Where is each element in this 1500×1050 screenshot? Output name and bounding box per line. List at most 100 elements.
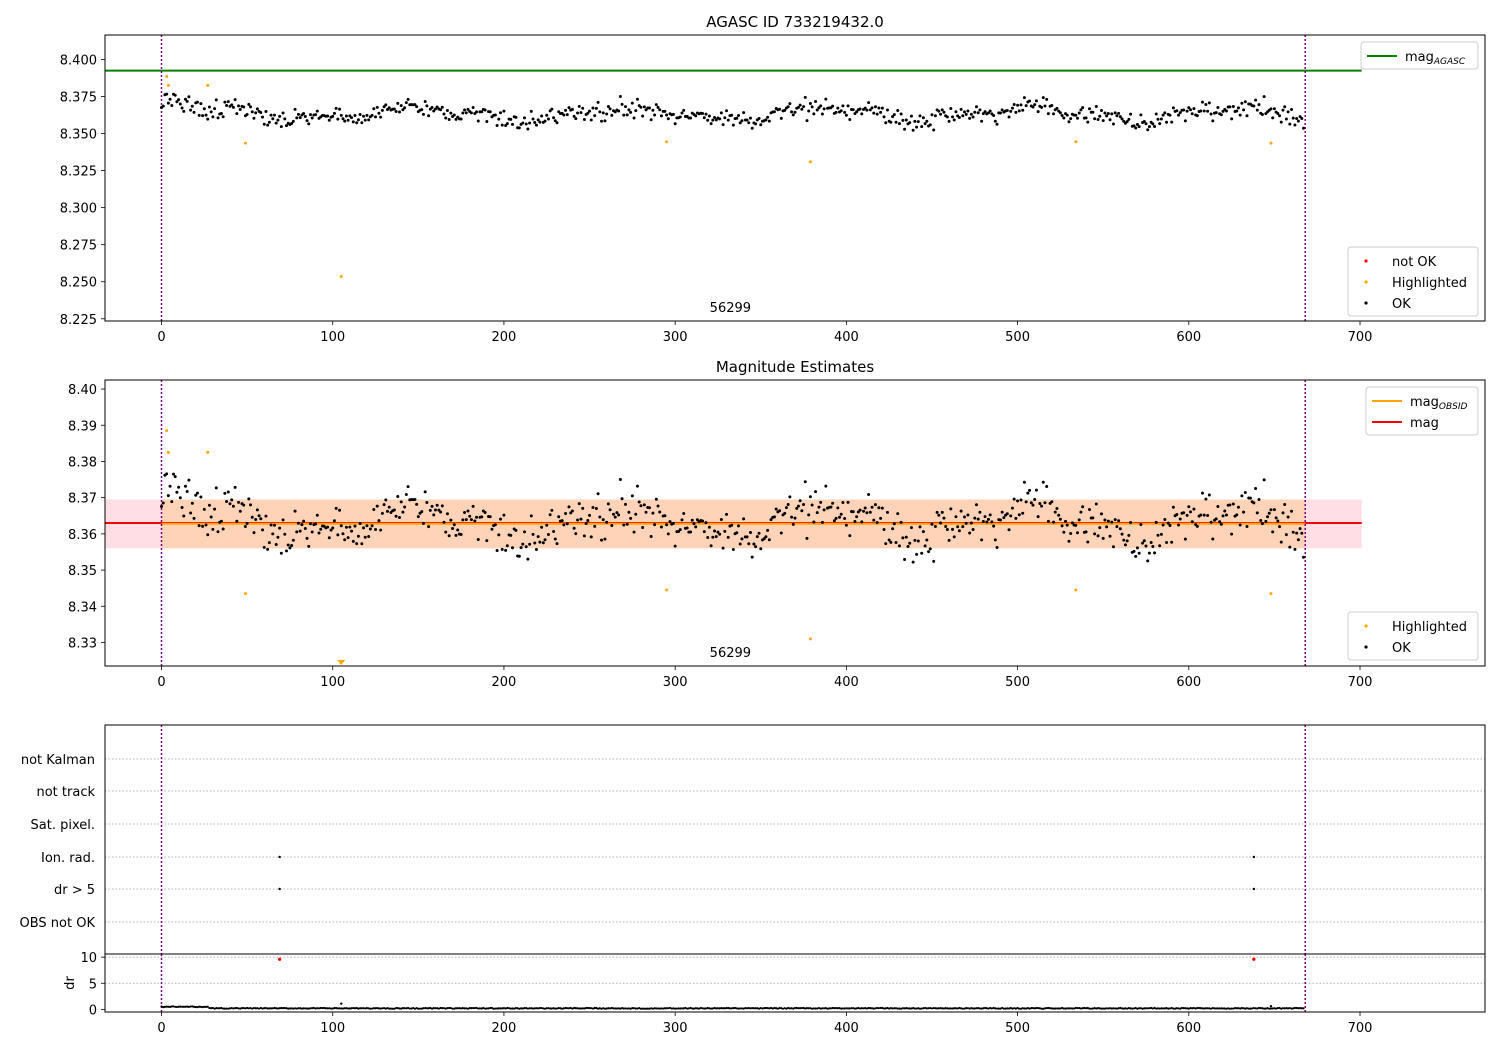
- dr-point: [1155, 1007, 1158, 1010]
- dr-point: [271, 1007, 274, 1010]
- dr-point: [1163, 1007, 1166, 1010]
- top-ok-point: [261, 115, 265, 119]
- top-ok-point: [853, 112, 857, 116]
- top-agasc-legend-subscript: AGASC: [1433, 57, 1466, 67]
- top-ok-point: [1077, 111, 1081, 115]
- middle-ok-point: [271, 532, 275, 536]
- dr-point: [252, 1006, 256, 1010]
- dr-point: [246, 1006, 249, 1010]
- middle-ok-point: [356, 534, 360, 538]
- dr-point: [1009, 1006, 1012, 1010]
- top-ytick-label: 8.350: [60, 128, 97, 143]
- top-ok-point: [916, 120, 920, 124]
- middle-ytick-label: 8.38: [68, 455, 97, 470]
- dr-point: [1269, 1007, 1273, 1010]
- top-ok-point: [920, 125, 924, 129]
- middle-ok-point: [798, 499, 802, 503]
- top-ok-point: [170, 104, 174, 108]
- dr-point: [523, 1007, 526, 1010]
- top-ok-point: [264, 109, 268, 113]
- middle-ok-point: [194, 493, 198, 497]
- middle-ok-point: [235, 519, 239, 523]
- top-ok-point: [868, 108, 872, 112]
- top-ok-point: [591, 106, 595, 110]
- middle-ok-point: [1195, 524, 1199, 528]
- middle-ok-point: [529, 514, 533, 518]
- dr-point: [359, 1007, 362, 1010]
- dr-point: [682, 1007, 685, 1010]
- middle-ok-point: [362, 526, 366, 530]
- top-ok-point: [358, 112, 362, 116]
- dr-point: [641, 1007, 644, 1010]
- dr-point: [959, 1007, 963, 1010]
- dr-point: [816, 1007, 819, 1010]
- middle-ok-point: [310, 530, 314, 534]
- top-ok-point: [546, 117, 550, 121]
- middle-ok-point: [540, 525, 544, 529]
- top-ok-point: [841, 104, 845, 108]
- dr-point: [571, 1007, 574, 1010]
- middle-ok-point: [442, 520, 446, 524]
- middle-ok-point: [731, 547, 735, 551]
- top-ok-point: [600, 119, 604, 123]
- top-ok-point: [187, 95, 191, 99]
- middle-ok-point: [505, 544, 509, 548]
- dr-point: [559, 1007, 562, 1010]
- dr-point: [1021, 1007, 1024, 1010]
- middle-ok-point: [1207, 493, 1211, 497]
- middle-ok-point: [396, 495, 400, 499]
- dr-point: [1249, 1007, 1252, 1010]
- top-ok-point: [603, 119, 607, 123]
- dr-point: [867, 1006, 870, 1010]
- middle-ok-point: [730, 523, 734, 527]
- dr-xtick-label: 300: [663, 1021, 688, 1036]
- dr-xtick-label: 100: [320, 1021, 345, 1036]
- dr-point: [234, 1007, 237, 1010]
- dr-point: [483, 1007, 487, 1010]
- dr-point: [514, 1007, 518, 1010]
- dr-point: [865, 1007, 869, 1010]
- middle-ok-point: [774, 507, 778, 511]
- middle-ok-point: [567, 505, 571, 509]
- dr-point: [324, 1007, 327, 1010]
- middle-ok-point: [1182, 511, 1186, 515]
- top-ok-point: [461, 111, 465, 115]
- top-ok-point: [392, 107, 396, 111]
- middle-ok-point: [793, 516, 797, 520]
- dr-point: [519, 1007, 523, 1010]
- dr-point: [632, 1007, 636, 1010]
- dr-point: [516, 1007, 519, 1010]
- middle-ok-point: [303, 527, 307, 531]
- top-ok-point: [798, 103, 802, 107]
- middle-ok-point: [748, 531, 752, 535]
- dr-point: [1088, 1007, 1091, 1010]
- dr-point: [737, 1007, 740, 1010]
- middle-ok-point: [885, 510, 889, 514]
- middle-ok-point: [865, 511, 869, 515]
- middle-ok-point: [1291, 530, 1295, 534]
- dr-point: [235, 1006, 238, 1010]
- dr-point: [1141, 1007, 1144, 1010]
- dr-point: [672, 1007, 675, 1010]
- dr-point: [629, 1007, 632, 1010]
- middle-ok-point: [814, 490, 818, 494]
- dr-point: [215, 1007, 218, 1010]
- middle-ok-point: [211, 527, 215, 531]
- middle-ok-point: [995, 545, 999, 549]
- top-highlighted-point: [1074, 140, 1078, 144]
- top-ok-point: [839, 109, 843, 113]
- dr-point: [170, 1005, 173, 1008]
- top-ok-point: [1118, 115, 1122, 119]
- dr-point: [900, 1007, 903, 1010]
- dr-point: [335, 1006, 338, 1010]
- dr-point: [793, 1006, 797, 1010]
- middle-ok-point: [1165, 540, 1169, 544]
- middle-ok-point: [581, 506, 585, 510]
- top-ok-point: [206, 117, 210, 121]
- middle-ok-point: [680, 518, 684, 522]
- dr-point: [740, 1007, 744, 1010]
- middle-ok-point: [1243, 490, 1247, 494]
- dr-point: [667, 1007, 670, 1010]
- middle-ok-point: [204, 523, 208, 527]
